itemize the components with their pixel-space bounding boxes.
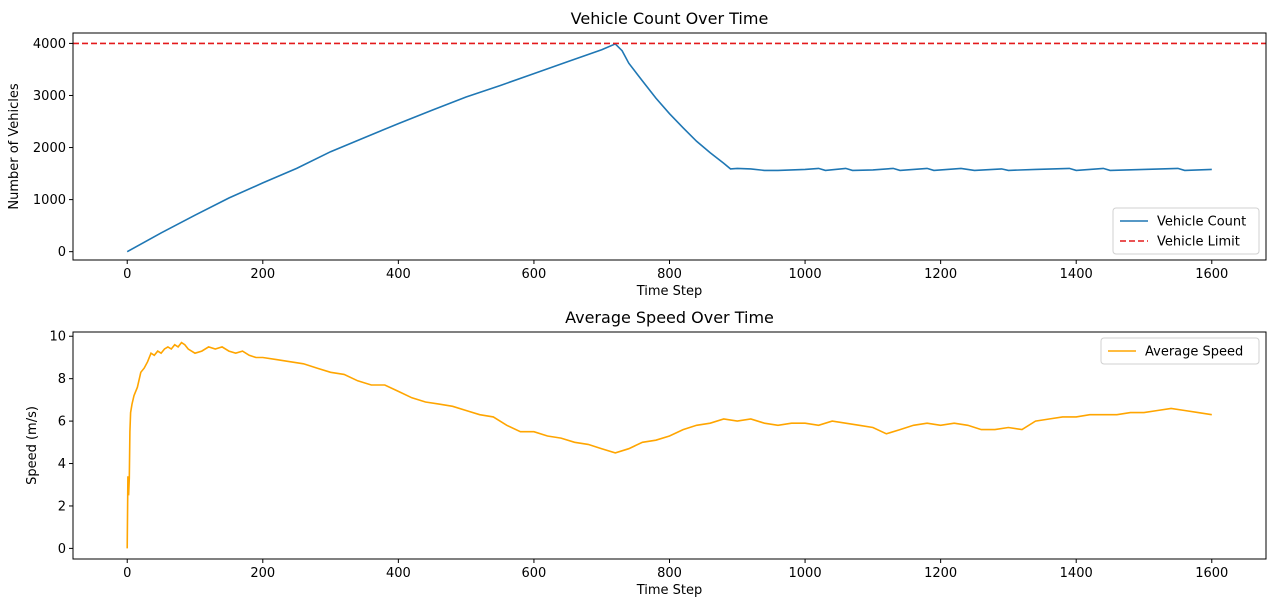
legend: Average Speed xyxy=(1100,337,1260,365)
x-tick-label: 200 xyxy=(250,267,275,282)
x-axis-label: Time Step xyxy=(636,583,703,598)
x-tick-label: 1400 xyxy=(1060,267,1093,282)
y-tick-label: 4 xyxy=(58,457,66,472)
x-tick-label: 1600 xyxy=(1195,566,1228,581)
x-tick-label: 1600 xyxy=(1195,267,1228,282)
x-tick-label: 0 xyxy=(123,267,131,282)
y-tick-label: 0 xyxy=(58,542,66,557)
legend-label: Average Speed xyxy=(1145,345,1243,360)
y-tick-label: 8 xyxy=(58,372,66,387)
y-axis-label: Number of Vehicles xyxy=(7,83,22,210)
y-tick-label: 2 xyxy=(58,499,66,514)
x-tick-label: 800 xyxy=(657,566,682,581)
x-tick-label: 600 xyxy=(522,566,547,581)
y-tick-label: 4000 xyxy=(33,37,66,52)
chart-title: Average Speed Over Time xyxy=(565,308,774,327)
chart-panel-1: 0 200 400 600 800 1000 1200 1400 1600 0 1000 2000 30… xyxy=(7,9,1267,299)
legend: Vehicle Count Vehicle Limit xyxy=(1112,207,1260,255)
chart-title: Vehicle Count Over Time xyxy=(571,9,769,28)
y-tick-label: 1000 xyxy=(33,193,66,208)
legend-label: Vehicle Limit xyxy=(1157,235,1240,250)
y-tick-label: 6 xyxy=(58,415,66,430)
x-tick-label: 1200 xyxy=(924,267,957,282)
x-tick-label: 800 xyxy=(657,267,682,282)
x-tick-label: 1200 xyxy=(924,566,957,581)
y-tick-label: 10 xyxy=(49,330,66,345)
plot-frame xyxy=(72,32,1267,261)
legend-box xyxy=(1112,207,1260,255)
x-tick-label: 0 xyxy=(123,566,131,581)
plot-frame xyxy=(72,331,1267,560)
series-line-vehicle-count xyxy=(126,42,1212,253)
legend-label: Vehicle Count xyxy=(1157,215,1246,230)
y-axis-label: Speed (m/s) xyxy=(25,406,40,485)
y-tick-label: 0 xyxy=(58,245,66,260)
y-tick-label: 3000 xyxy=(33,89,66,104)
chart-panel-2: 0 200 400 600 800 1000 1200 1400 1600 0 2 4 6 8 10 Aver… xyxy=(25,308,1267,598)
x-tick-label: 200 xyxy=(250,566,275,581)
legend-box xyxy=(1100,337,1260,365)
x-tick-label: 600 xyxy=(522,267,547,282)
x-tick-label: 400 xyxy=(386,566,411,581)
x-tick-label: 1000 xyxy=(789,267,822,282)
x-tick-label: 400 xyxy=(386,267,411,282)
x-tick-label: 1400 xyxy=(1060,566,1093,581)
series-line-average-speed xyxy=(126,341,1212,549)
x-tick-label: 1000 xyxy=(789,566,822,581)
x-axis-label: Time Step xyxy=(636,284,703,299)
y-tick-label: 2000 xyxy=(33,141,66,156)
